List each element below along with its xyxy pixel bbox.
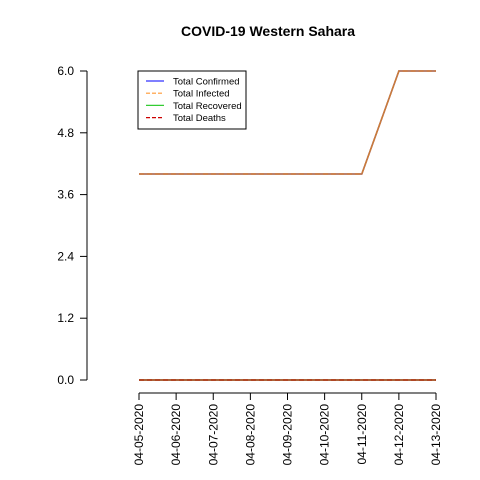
- legend-label: Total Recovered: [173, 101, 242, 112]
- y-tick-label: 4.8: [57, 126, 74, 140]
- x-tick-label: 04-08-2020: [243, 404, 257, 466]
- series-overlay-confirmed-infected: [139, 70, 436, 175]
- x-tick-label: 04-10-2020: [318, 404, 332, 466]
- x-tick-label: 04-11-2020: [355, 404, 369, 465]
- x-tick-label: 04-09-2020: [281, 404, 295, 466]
- x-tick-label: 04-05-2020: [132, 404, 146, 466]
- series-layer: [139, 70, 436, 381]
- y-tick-label: 3.6: [57, 188, 74, 202]
- y-tick-label: 6.0: [57, 64, 74, 78]
- axes: 0.0 1.2 2.4 3.6 4.8 6.0 04-05-2020 04-06-2020 04…: [57, 64, 443, 465]
- x-tick-label: 04-12-2020: [392, 404, 406, 466]
- legend-label: Total Confirmed: [173, 77, 240, 88]
- legend-box: [137, 70, 247, 130]
- legend-label: Total Infected: [173, 89, 230, 100]
- legend-label: Total Deaths: [173, 113, 226, 124]
- x-tick-label: 04-07-2020: [206, 404, 220, 466]
- x-tick-label: 04-06-2020: [169, 404, 183, 466]
- x-tick-label: 04-13-2020: [429, 404, 443, 466]
- y-tick-label: 1.2: [57, 311, 74, 325]
- y-tick-label: 2.4: [57, 249, 74, 263]
- y-tick-label: 0.0: [57, 373, 74, 387]
- chart-title: COVID-19 Western Sahara: [181, 23, 355, 39]
